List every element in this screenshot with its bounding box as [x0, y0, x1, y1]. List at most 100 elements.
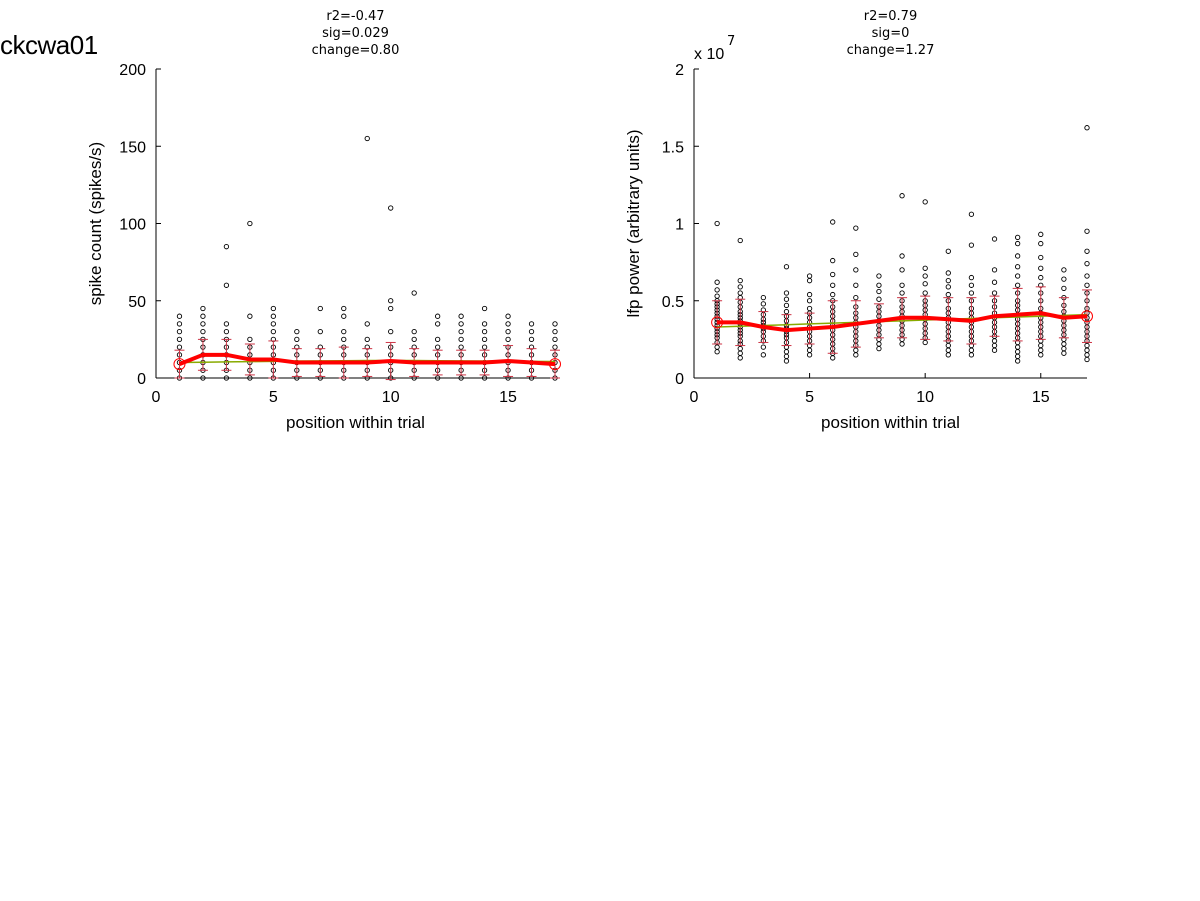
data-point	[1084, 228, 1090, 234]
data-point	[922, 273, 928, 279]
data-point	[223, 321, 230, 327]
data-point	[806, 291, 813, 298]
data-point	[991, 290, 998, 296]
data-point	[552, 321, 558, 327]
y-tick-label: 200	[119, 62, 146, 79]
data-point	[458, 313, 464, 319]
data-point	[1084, 352, 1090, 358]
data-point	[783, 358, 790, 364]
data-point	[481, 305, 488, 312]
x-tick-label: 10	[382, 389, 400, 406]
mean-endpoint-marker	[711, 316, 724, 329]
data-point	[270, 313, 277, 319]
data-point	[830, 291, 836, 298]
y-tick-label: 0	[137, 371, 146, 388]
data-point	[411, 336, 417, 343]
data-point	[1061, 341, 1067, 347]
data-point	[364, 336, 370, 343]
stat-line: r2=-0.47	[326, 9, 384, 24]
data-point	[434, 321, 441, 327]
data-point	[176, 336, 183, 343]
y-exponent-power: 7	[727, 34, 735, 49]
data-point	[1014, 349, 1021, 355]
data-point	[247, 313, 253, 319]
data-point	[1061, 267, 1067, 273]
data-point	[714, 293, 720, 299]
data-point	[1084, 248, 1090, 254]
data-point	[434, 344, 441, 350]
data-point	[876, 345, 882, 352]
data-point	[200, 313, 206, 319]
data-point	[991, 279, 998, 285]
data-point	[341, 313, 347, 319]
data-point	[505, 328, 511, 335]
data-point	[1084, 347, 1090, 353]
data-point	[270, 321, 277, 327]
data-point	[364, 321, 370, 327]
data-point	[899, 290, 905, 296]
data-point	[806, 352, 813, 358]
data-point	[853, 282, 859, 288]
data-point	[806, 298, 813, 304]
data-point	[200, 321, 206, 327]
mean-line	[178, 352, 556, 367]
data-point	[714, 220, 720, 227]
data-point	[945, 270, 951, 276]
data-point	[1038, 254, 1044, 261]
data-point	[737, 284, 743, 290]
data-point	[223, 244, 230, 250]
y-exponent-label: x 10	[694, 46, 724, 63]
data-point	[830, 271, 836, 278]
data-point	[922, 290, 928, 296]
data-point	[806, 273, 813, 279]
data-point	[783, 308, 790, 315]
data-point	[388, 205, 394, 211]
data-point	[223, 328, 230, 335]
data-point	[760, 295, 767, 301]
data-point	[341, 328, 347, 335]
y-tick-label: 50	[128, 294, 146, 311]
data-point	[176, 321, 183, 327]
data-point	[458, 328, 464, 335]
x-tick-label: 10	[916, 389, 934, 406]
data-point	[552, 344, 558, 350]
data-point	[270, 328, 277, 335]
data-point	[968, 290, 975, 296]
data-point	[1038, 231, 1044, 237]
data-point	[737, 350, 743, 356]
data-point	[1084, 261, 1090, 267]
y-axis-label: spike count (spikes/s)	[86, 142, 105, 305]
data-point	[434, 375, 441, 381]
fit-line	[717, 313, 1088, 328]
data-point	[481, 375, 488, 381]
data-point	[830, 282, 836, 288]
data-point	[922, 281, 928, 287]
data-point	[783, 290, 790, 296]
data-point	[1061, 350, 1067, 356]
data-point	[1084, 125, 1090, 131]
data-point	[737, 278, 743, 284]
data-point	[899, 282, 905, 288]
y-tick-label: 2	[675, 62, 684, 79]
data-point	[388, 328, 394, 335]
data-point	[991, 342, 998, 349]
data-point	[991, 347, 998, 353]
data-point	[922, 199, 928, 205]
stat-line: change=0.80	[312, 43, 400, 58]
data-point	[783, 349, 790, 355]
data-point	[853, 352, 859, 358]
data-point	[505, 313, 511, 319]
data-point	[294, 328, 300, 335]
data-point	[364, 135, 370, 142]
data-point	[899, 193, 905, 199]
data-point	[528, 336, 535, 343]
data-point	[411, 290, 417, 296]
data-point	[783, 264, 790, 270]
x-tick-label: 15	[1032, 389, 1050, 406]
data-point	[317, 328, 323, 335]
data-point	[1014, 234, 1021, 241]
y-tick-label: 0.5	[662, 294, 684, 311]
data-point	[1084, 342, 1090, 349]
